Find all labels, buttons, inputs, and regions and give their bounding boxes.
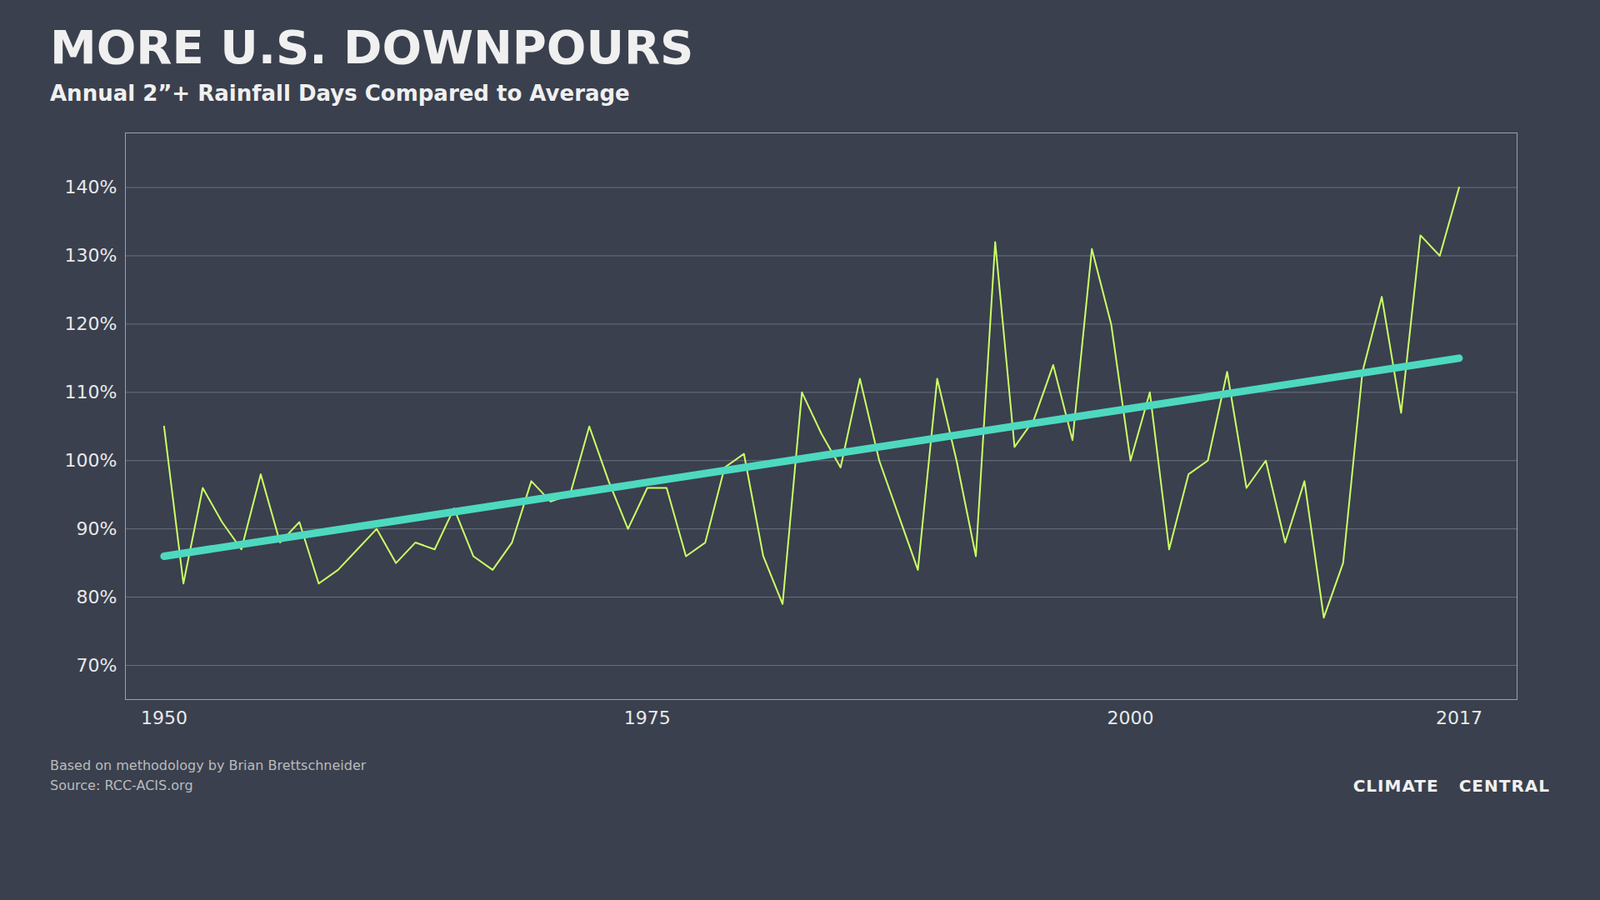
svg-text:70%: 70% — [76, 655, 118, 676]
svg-text:140%: 140% — [65, 176, 118, 198]
svg-text:2017: 2017 — [1435, 707, 1483, 729]
svg-text:90%: 90% — [76, 518, 118, 540]
svg-text:100%: 100% — [65, 450, 118, 471]
svg-text:2000: 2000 — [1107, 707, 1155, 729]
html-text:CENTRAL: CENTRAL — [1458, 775, 1550, 796]
html-text:MORE U.S. DOWNPOURS: MORE U.S. DOWNPOURS — [50, 20, 694, 75]
html-text:Annual 2”+ Rainfall Days Compa: Annual 2”+ Rainfall Days Compared to Ave… — [50, 80, 630, 106]
html-text:Source: RCC-ACIS.org: Source: RCC-ACIS.org — [50, 777, 193, 794]
svg-text:1975: 1975 — [624, 707, 671, 729]
svg-text:1950: 1950 — [140, 707, 188, 729]
svg-text:110%: 110% — [65, 381, 118, 403]
html-text:Based on methodology by Brian: Based on methodology by Brian Brettschne… — [50, 757, 367, 774]
html-text:CLIMATE: CLIMATE — [1353, 775, 1439, 796]
svg-text:120%: 120% — [65, 313, 118, 335]
svg-text:80%: 80% — [76, 586, 118, 608]
svg-text:130%: 130% — [65, 245, 118, 266]
